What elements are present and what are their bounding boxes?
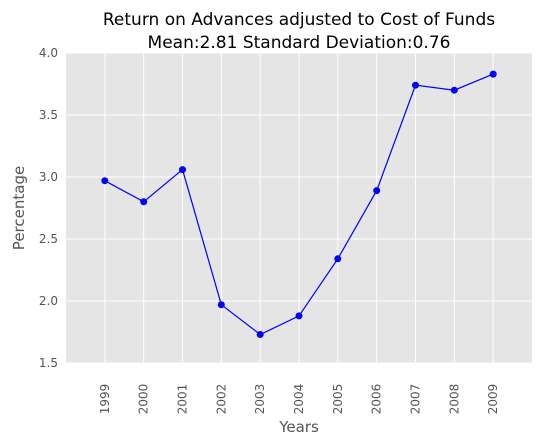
grid-lines [66, 52, 532, 364]
data-point [373, 187, 381, 195]
y-axis-label: Percentage [10, 166, 28, 250]
x-tick-label: 2000 [137, 384, 151, 415]
y-tick-label: 3.0 [39, 170, 58, 184]
x-tick-label: 2008 [447, 384, 461, 415]
y-tick-label: 1.5 [39, 356, 58, 370]
data-points [101, 70, 497, 338]
y-tick-label: 4.0 [39, 46, 58, 60]
data-point [179, 166, 186, 174]
data-point [412, 81, 419, 89]
chart-title: Return on Advances adjusted to Cost of F… [103, 10, 495, 30]
x-tick-label: 2009 [486, 384, 500, 415]
x-tick-label: 2007 [409, 384, 423, 415]
data-point [101, 177, 109, 185]
data-point [334, 255, 342, 263]
y-tick-label: 2.5 [39, 232, 58, 246]
x-axis-ticks: 1999 2000 2001 2002 2003 2004 2005 2006 2007 2008… [98, 384, 500, 415]
x-axis-label: Years [278, 418, 319, 436]
data-point [217, 301, 225, 309]
x-tick-label: 2006 [370, 384, 384, 415]
y-axis-ticks: 1.5 2.0 2.5 3.0 3.5 4.0 [39, 46, 58, 370]
x-tick-label: 2004 [292, 384, 306, 415]
x-tick-label: 2002 [214, 384, 228, 415]
y-tick-label: 2.0 [39, 294, 58, 308]
x-tick-label: 2003 [253, 384, 267, 415]
x-tick-label: 1999 [98, 384, 112, 415]
data-point [295, 312, 303, 320]
data-point [140, 198, 148, 206]
y-tick-label: 3.5 [39, 108, 58, 122]
data-point [450, 86, 458, 94]
data-point [256, 331, 264, 338]
x-tick-label: 2005 [331, 384, 345, 415]
chart-subtitle: Mean:2.81 Standard Deviation:0.76 [148, 33, 451, 53]
data-point [489, 70, 497, 78]
x-tick-label: 2001 [176, 384, 190, 415]
